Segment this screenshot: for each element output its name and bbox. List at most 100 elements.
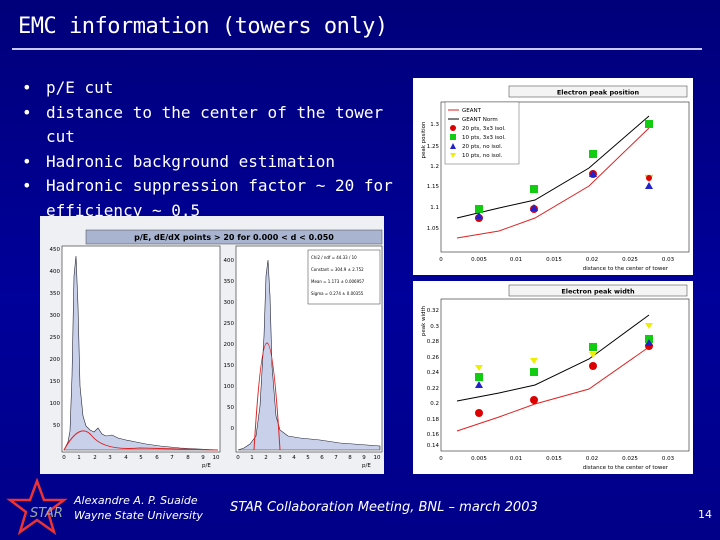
x-tick-label: 5	[306, 455, 310, 461]
page-number: 14	[698, 508, 712, 521]
y-tick-label: 300	[50, 313, 61, 319]
peak-width-panel: Electron peak width peak width 0.32 0.3 …	[413, 281, 693, 474]
bullet-list: • p/E cut • distance to the center of the …	[22, 76, 412, 223]
peak-position-figure: Electron peak position peak position 1.3…	[413, 78, 693, 275]
marker-10pts-3x3	[645, 120, 653, 128]
x-tick-label: 4	[124, 455, 128, 461]
meeting-info: STAR Collaboration Meeting, BNL – march …	[230, 500, 538, 515]
marker-group	[475, 120, 654, 222]
legend-box	[444, 101, 520, 165]
x-tick-label: 10	[374, 455, 381, 461]
x-tick-label: 0.02	[586, 257, 598, 263]
marker-20pts-noisol	[589, 170, 597, 177]
peak-position-panel: Electron peak position peak position 1.3…	[413, 78, 693, 275]
marker-10pts-3x3	[530, 185, 538, 193]
x-tick-label: 2	[264, 455, 268, 461]
marker-10pts-3x3	[530, 368, 538, 376]
x-axis-label: distance to the center of tower	[583, 266, 669, 272]
y-tick-label: 0.16	[427, 432, 440, 438]
x-tick-label: 0.005	[471, 257, 487, 263]
star-logo-icon: STAR	[6, 478, 68, 536]
marker-10pts-noisol	[589, 352, 597, 358]
y-tick-label: 1.25	[427, 144, 440, 150]
y-tick-label: 250	[50, 335, 61, 341]
y-tick-label: 200	[50, 357, 61, 363]
author-name: Alexandre A. P. Suaide	[74, 494, 198, 507]
x-axis-label: p/E	[362, 463, 371, 469]
pe-histogram-bars-right	[237, 259, 381, 451]
x-axis-label: p/E	[202, 463, 211, 469]
x-tick-label: 7	[170, 455, 174, 461]
title-divider	[12, 48, 702, 50]
x-tick-label: 9	[362, 455, 366, 461]
bullet-marker: •	[22, 102, 32, 122]
marker-10pts-3x3	[475, 373, 483, 381]
bullet-text: distance to the center of the tower cut	[46, 102, 384, 147]
bullet-item: • Hadronic background estimation	[22, 150, 412, 175]
x-tick-label: 10	[213, 455, 220, 461]
y-tick-label: 300	[224, 300, 235, 306]
marker-10pts-noisol	[530, 358, 538, 364]
author-affiliation: Wayne State University	[74, 509, 203, 522]
fit-stats-line: Constant = 304.9 ± 2.752	[311, 267, 364, 272]
fit-stats-line: Mean = 1.173 ± 0.006957	[311, 279, 365, 284]
y-tick-label: 0.3	[430, 324, 439, 330]
x-tick-label: 0.03	[662, 257, 675, 263]
geant-line	[456, 346, 650, 432]
y-tick-label: 0.28	[427, 339, 440, 345]
peak-width-title: Electron peak width	[561, 288, 635, 296]
x-tick-label: 0	[236, 455, 240, 461]
y-tick-label: 0.32	[427, 308, 439, 314]
y-tick-label: 350	[50, 291, 61, 297]
x-tick-label: 9	[201, 455, 205, 461]
marker-10pts-3x3	[589, 150, 597, 158]
y-tick-label: 0.14	[427, 443, 440, 449]
marker-20pts-noisol	[475, 381, 483, 388]
x-tick-label: 0.025	[622, 257, 638, 263]
bullet-text: p/E cut	[46, 78, 114, 97]
legend-entry: 20 pts, 3x3 isol.	[462, 126, 506, 132]
legend-entry: 20 pts, no isol.	[462, 144, 503, 150]
x-tick-label: 0	[439, 456, 443, 462]
y-tick-label: 0.18	[427, 417, 440, 423]
pe-histogram-figure: p/E, dE/dX points > 20 for 0.000 < d < 0…	[40, 216, 384, 474]
y-tick-label: 250	[224, 321, 235, 327]
x-tick-label: 0.025	[622, 456, 638, 462]
y-tick-label: 0.2	[430, 401, 439, 407]
background-fit-curve	[63, 430, 219, 451]
x-tick-label: 0.03	[662, 456, 675, 462]
bullet-marker: •	[22, 151, 32, 171]
marker-10pts-3x3	[475, 205, 483, 213]
marker-20pts-noisol	[645, 182, 653, 189]
legend-entry: 10 pts, 3x3 isol.	[462, 135, 506, 141]
bullet-marker: •	[22, 176, 32, 195]
fit-stats-line: Sigma = 0.274 ± 0.00355	[311, 291, 364, 296]
y-tick-label: 50	[227, 405, 234, 411]
y-tick-label: 1.15	[427, 184, 440, 190]
marker-20pts-noisol	[645, 339, 653, 346]
y-tick-label: 0.22	[427, 386, 439, 392]
x-tick-label: 0	[439, 257, 443, 263]
x-axis-label: distance to the center of tower	[583, 465, 669, 471]
y-tick-label: 450	[50, 247, 61, 253]
bullet-marker: •	[22, 78, 32, 97]
y-tick-label: 150	[224, 363, 235, 369]
y-tick-label: 1.2	[430, 164, 439, 170]
x-tick-label: 1	[250, 455, 254, 461]
y-tick-label: 0.26	[427, 355, 440, 361]
x-tick-label: 0.015	[546, 456, 562, 462]
peak-width-figure: Electron peak width peak width 0.32 0.3 …	[413, 281, 693, 474]
x-tick-label: 3	[108, 455, 112, 461]
geant-line	[456, 127, 650, 239]
x-tick-label: 1	[77, 455, 81, 461]
x-tick-label: 6	[155, 455, 159, 461]
x-tick-label: 8	[186, 455, 190, 461]
y-tick-label: 200	[224, 342, 235, 348]
x-tick-label: 0.01	[510, 456, 522, 462]
fit-stats-box	[307, 249, 381, 305]
pe-histogram-title: p/E, dE/dX points > 20 for 0.000 < d < 0…	[134, 233, 334, 242]
peak-position-title: Electron peak position	[557, 89, 640, 97]
y-tick-label: 1.3	[430, 122, 439, 128]
bullet-item: • p/E cut	[22, 76, 412, 101]
marker-20pts-3x3	[475, 409, 483, 417]
